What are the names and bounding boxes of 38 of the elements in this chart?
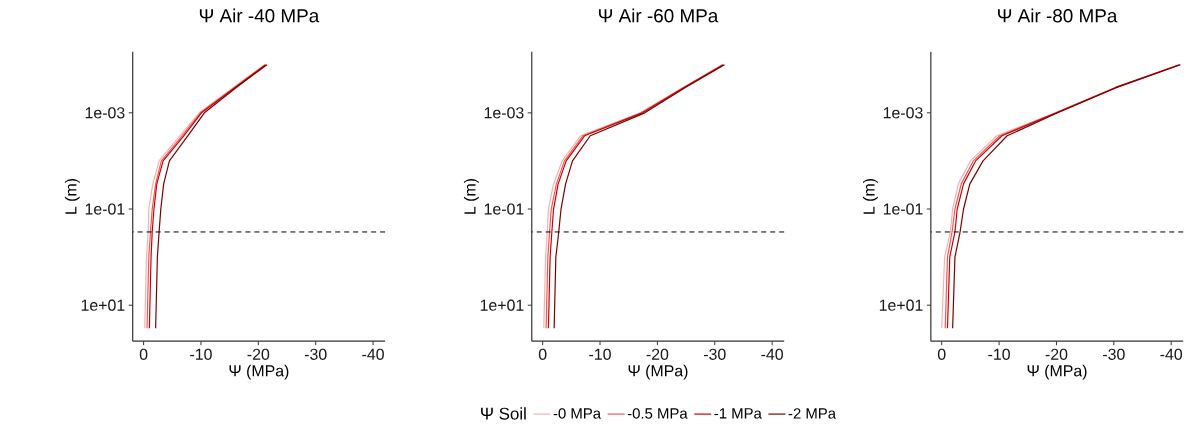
y-tick-label: 1e-01 <box>883 203 923 215</box>
x-axis-title: Ψ (MPa) <box>628 364 688 380</box>
legend-title: Ψ Soil <box>481 407 526 420</box>
y-tick-label: 1e+01 <box>480 299 524 311</box>
x-tick-label: -40 <box>1160 348 1183 360</box>
legend-label: -0.5 MPa <box>627 408 688 419</box>
y-tick-label: 1e-03 <box>85 107 125 119</box>
x-tick-label: -30 <box>304 348 327 360</box>
chart-title: Ψ Air -80 MPa <box>998 8 1118 23</box>
y-tick-label: 1e-03 <box>484 107 524 119</box>
y-tick-label: 1e-01 <box>85 203 125 215</box>
x-tick-label: -20 <box>247 348 270 360</box>
x-tick-label: -10 <box>190 348 212 360</box>
x-tick-label: -40 <box>761 348 783 360</box>
y-axis-title: L (m) <box>863 179 878 214</box>
legend-label: -2 MPa <box>788 408 837 419</box>
x-tick-label: -20 <box>646 348 669 360</box>
y-tick-label: 1e-03 <box>883 107 923 119</box>
x-tick-label: -10 <box>988 348 1010 360</box>
x-tick-label: -30 <box>703 348 726 360</box>
y-axis-title: L (m) <box>463 179 479 214</box>
y-axis-title: L (m) <box>64 179 80 214</box>
x-tick-label: -20 <box>1045 348 1068 360</box>
x-tick-label: -30 <box>1103 348 1125 360</box>
chart-title: Ψ Air -40 MPa <box>199 8 320 23</box>
legend-label: -0 MPa <box>553 408 602 419</box>
x-axis-title: Ψ (MPa) <box>1027 364 1087 380</box>
x-tick-label: -10 <box>589 348 611 360</box>
y-tick-label: 1e-01 <box>484 203 524 215</box>
chart-title: Ψ Air -60 MPa <box>598 8 719 23</box>
x-axis-title: Ψ (MPa) <box>229 364 289 380</box>
x-tick-label: 0 <box>139 348 148 360</box>
y-tick-label: 1e+01 <box>879 299 923 311</box>
x-tick-label: 0 <box>538 348 547 360</box>
y-tick-label: 1e+01 <box>81 299 125 311</box>
x-tick-label: -40 <box>362 348 384 360</box>
legend-label: -1 MPa <box>714 408 762 419</box>
x-tick-label: 0 <box>937 348 946 360</box>
